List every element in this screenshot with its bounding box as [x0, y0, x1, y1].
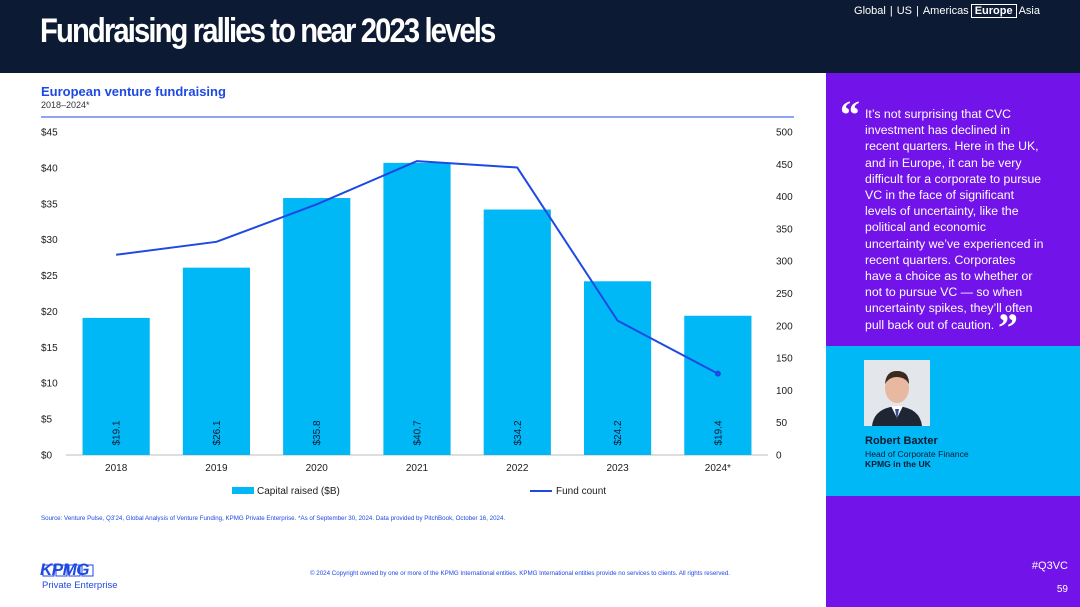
y-left-tick-label: $40 [41, 163, 58, 174]
y-left-tick-label: $0 [41, 451, 53, 462]
left-axis: $0 $5 $10 $15 $20 $25 $30 $35 $40 $45 [41, 128, 58, 462]
bar-series [82, 162, 752, 455]
bar-2019 [182, 267, 251, 455]
legend-swatch-bar [232, 487, 254, 494]
y-left-tick-label: $5 [41, 415, 53, 426]
bar-2020 [283, 198, 351, 455]
x-tick-label: 2018 [105, 463, 128, 474]
open-quote-mark: “ [840, 92, 860, 137]
copyright-note: © 2024 Copyright owned by one or more of… [310, 570, 731, 577]
y-right-tick-label: 350 [776, 224, 793, 235]
nav-us[interactable]: US [896, 5, 912, 17]
chart-subtitle: 2018–2024* [41, 100, 90, 110]
chart: $0 $5 $10 $15 $20 $25 $30 $35 $40 $45 0 50 100 150 20… [41, 116, 794, 497]
x-tick-label: 2022 [506, 463, 529, 474]
page-title: Fundraising rallies to near 2023 levels [40, 12, 496, 50]
chart-legend: Capital raised ($B) Fund count [232, 486, 606, 497]
bar-2021 [383, 162, 451, 455]
bar-2023 [583, 281, 652, 455]
kpmg-logo-subtitle: Private Enterprise [42, 580, 118, 591]
bar-value-label: $24.2 [613, 420, 624, 445]
person-org: KPMG in the UK [865, 459, 931, 469]
y-left-tick-label: $45 [41, 128, 58, 139]
close-quote-mark: ” [998, 305, 1018, 350]
fund-count-point [714, 370, 721, 377]
x-tick-label: 2019 [205, 463, 228, 474]
right-axis: 0 50 100 150 200 250 300 350 400 450 500 [776, 128, 793, 462]
y-right-tick-label: 400 [776, 192, 793, 203]
header-bar: Fundraising rallies to near 2023 levels … [0, 0, 1080, 73]
person-name: Robert Baxter [865, 435, 938, 447]
region-nav: Global | US | Americas Europe Asia [854, 4, 1040, 18]
y-right-tick-label: 150 [776, 354, 793, 365]
y-right-tick-label: 200 [776, 321, 793, 332]
category-labels: 2018 2019 2020 2021 2022 2023 2024* [105, 463, 731, 474]
nav-europe[interactable]: Europe [970, 4, 1017, 18]
line-series [116, 160, 721, 377]
x-tick-label: 2021 [406, 463, 429, 474]
bar-2024* [684, 315, 752, 455]
y-left-tick-label: $20 [41, 307, 58, 318]
quote-text: It’s not surprising that CVC investment … [865, 107, 1044, 332]
bar-data-labels: $19.1 $26.1 $35.8 $40.7 $34.2 $24.2 $19.4 [112, 420, 725, 445]
legend-label-line: Fund count [556, 486, 606, 497]
nav-global[interactable]: Global [854, 5, 886, 17]
kpmg-logo-icon [42, 564, 94, 577]
x-tick-label: 2020 [306, 463, 329, 474]
y-right-tick-label: 250 [776, 289, 793, 300]
bar-2022 [483, 209, 551, 455]
person-photo [864, 360, 930, 426]
y-right-tick-label: 50 [776, 418, 788, 429]
legend-label-bar: Capital raised ($B) [257, 486, 340, 497]
y-left-tick-label: $15 [41, 343, 58, 354]
bar-2018 [82, 317, 150, 455]
bar-value-label: $40.7 [413, 420, 424, 445]
bar-value-label: $19.4 [713, 420, 724, 445]
quote-panel: “ It’s not surprising that CVC investmen… [826, 73, 1080, 607]
y-right-tick-label: 100 [776, 386, 793, 397]
bar-value-label: $34.2 [513, 420, 524, 445]
y-right-tick-label: 450 [776, 160, 793, 171]
nav-asia[interactable]: Asia [1018, 5, 1040, 17]
source-note: Source: Venture Pulse, Q3'24, Global Ana… [41, 515, 506, 522]
nav-americas[interactable]: Americas [922, 5, 969, 17]
y-left-tick-label: $35 [41, 199, 58, 210]
kpmg-logo-text: KPMG [40, 560, 90, 579]
nav-separator: | [915, 5, 919, 17]
chart-title: European venture fundraising [41, 84, 226, 99]
fund-count-line [116, 160, 719, 375]
x-tick-label: 2023 [606, 463, 629, 474]
bar-value-label: $19.1 [112, 420, 123, 445]
hashtag: #Q3VC [1031, 560, 1068, 572]
y-right-tick-label: 0 [776, 451, 782, 462]
nav-separator: | [889, 5, 893, 17]
bar-value-label: $26.1 [212, 420, 223, 445]
y-right-tick-label: 500 [776, 128, 793, 139]
x-tick-label: 2024* [705, 463, 731, 474]
y-right-tick-label: 300 [776, 257, 793, 268]
bar-value-label: $35.8 [312, 420, 323, 445]
page-number: 59 [1056, 584, 1068, 595]
y-left-tick-label: $25 [41, 271, 58, 282]
y-left-tick-label: $10 [41, 379, 58, 390]
person-title: Head of Corporate Finance [865, 449, 969, 459]
y-left-tick-label: $30 [41, 235, 58, 246]
